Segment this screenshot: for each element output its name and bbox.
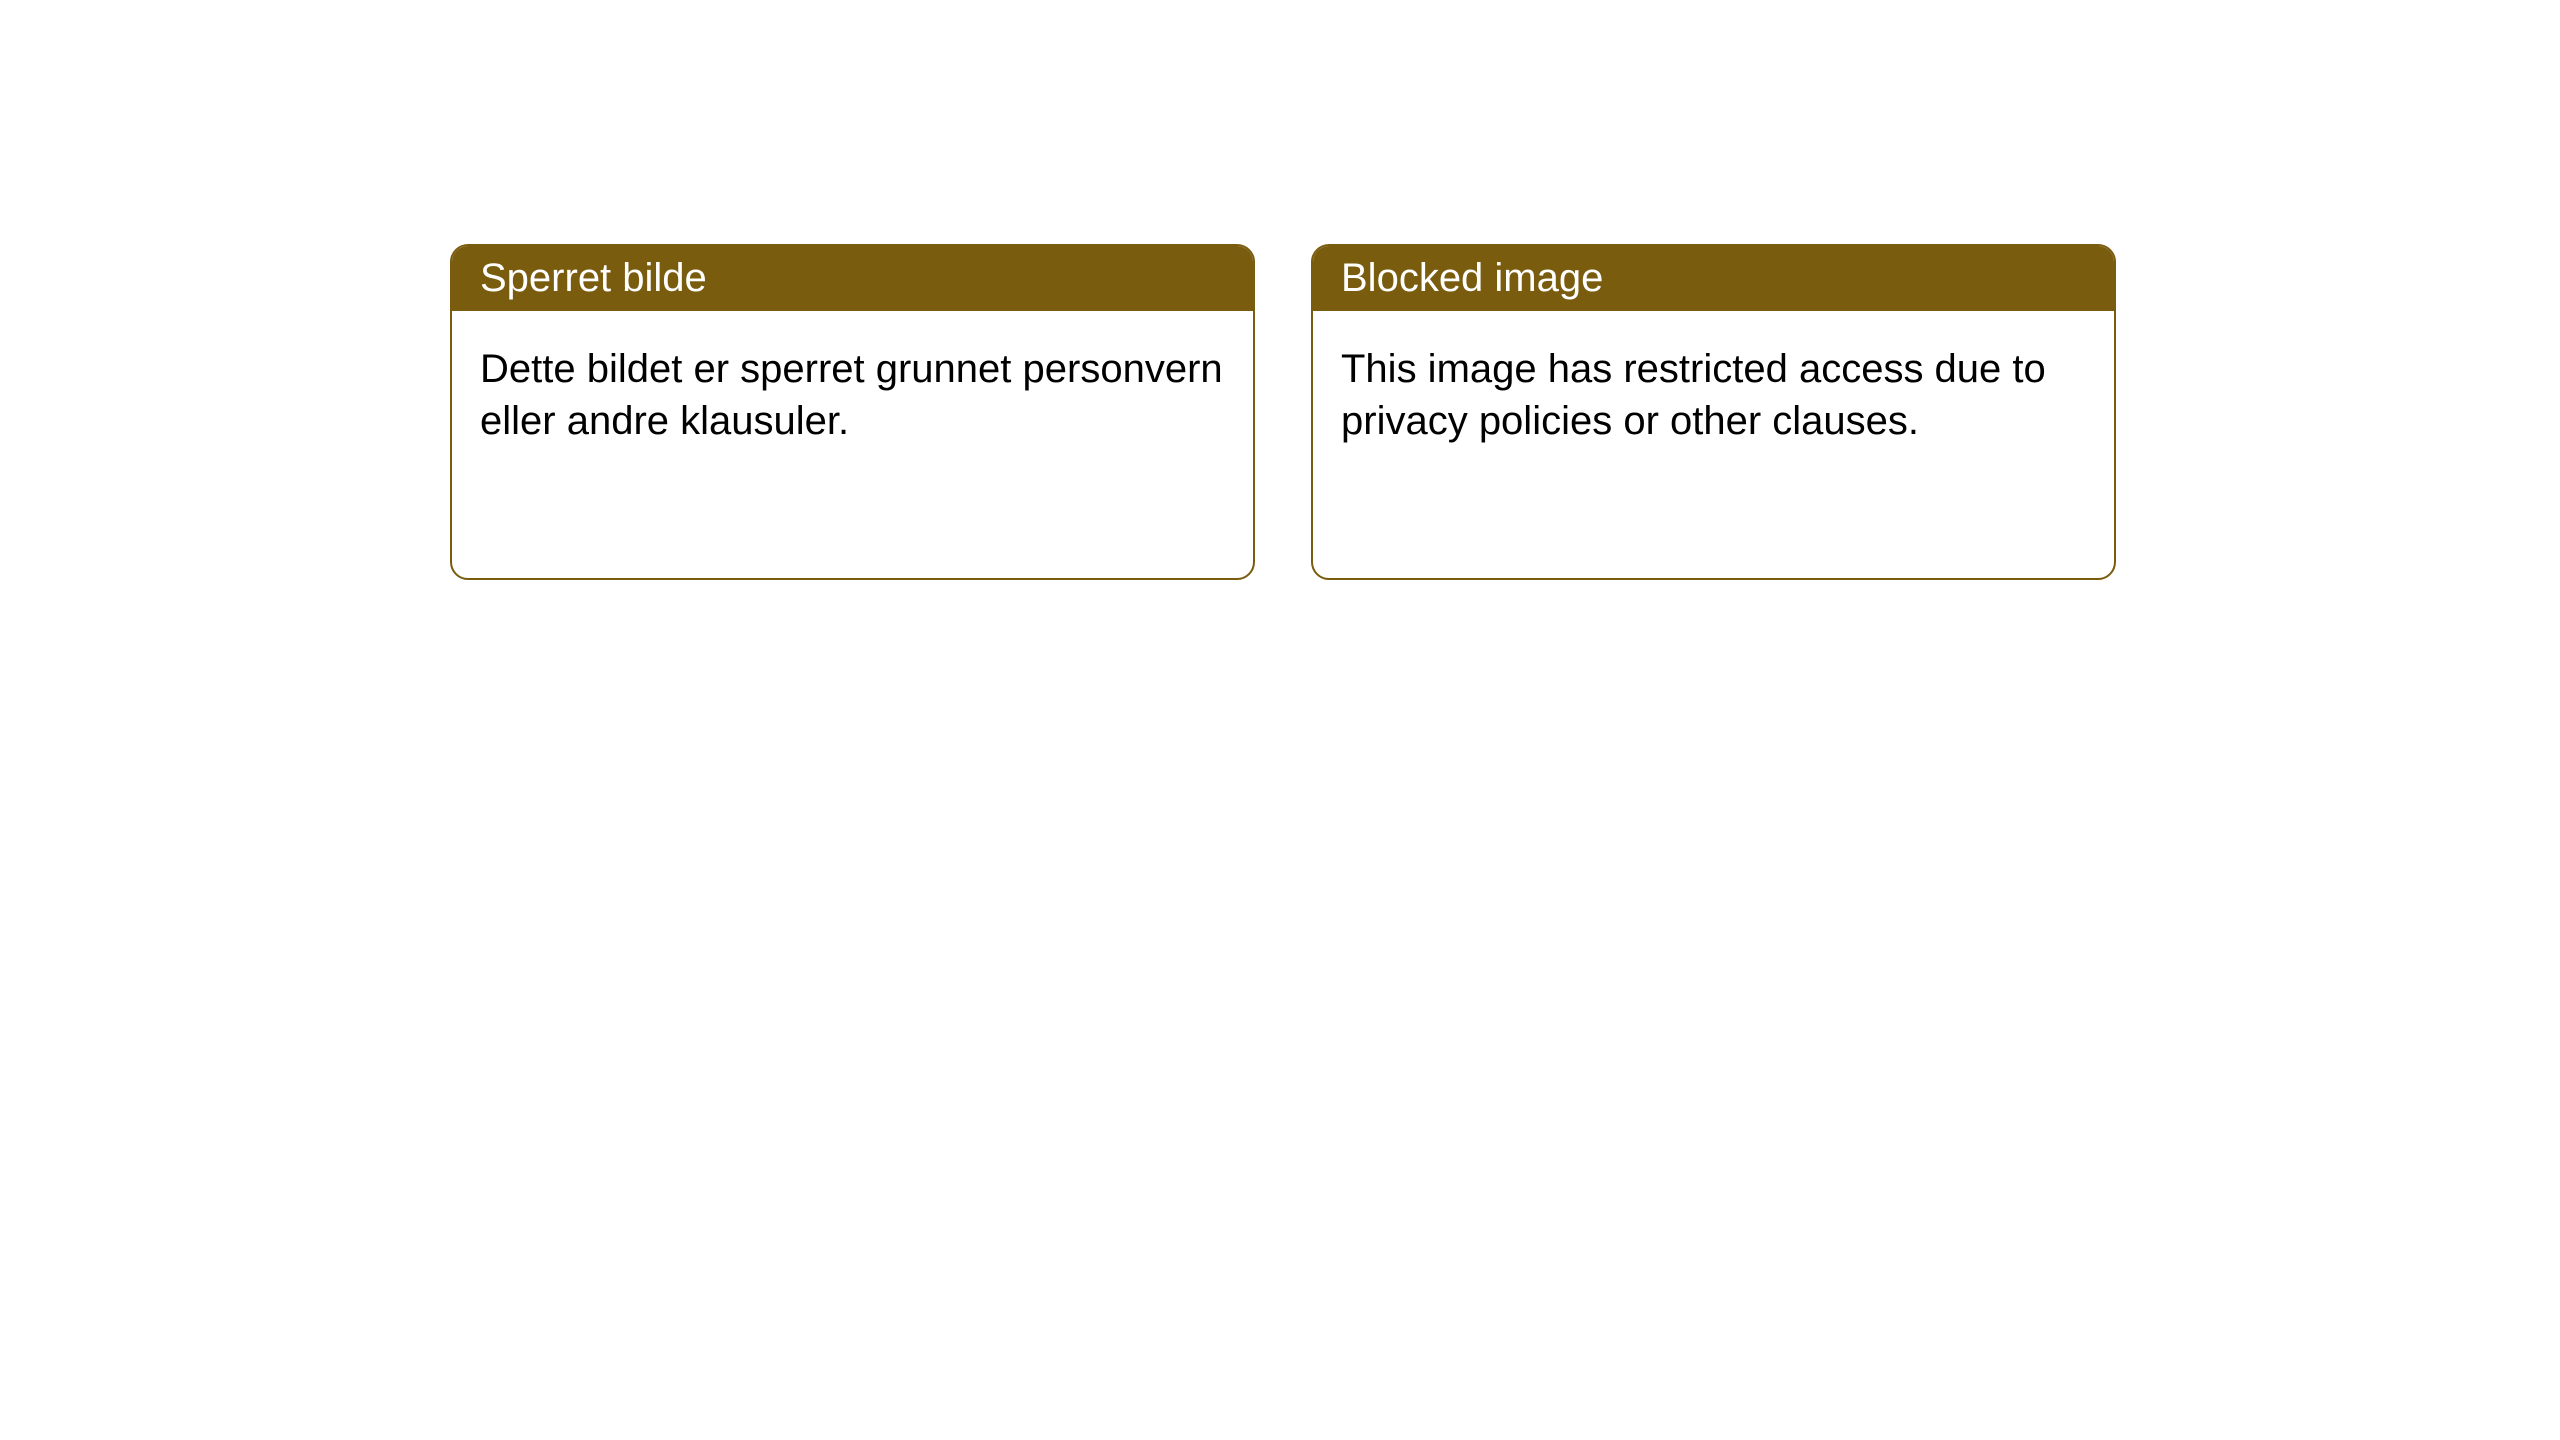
notice-card-english: Blocked image This image has restricted …: [1311, 244, 2116, 580]
notice-body: This image has restricted access due to …: [1313, 311, 2114, 479]
notice-header: Sperret bilde: [452, 246, 1253, 311]
notice-header: Blocked image: [1313, 246, 2114, 311]
notice-body: Dette bildet er sperret grunnet personve…: [452, 311, 1253, 479]
notice-card-norwegian: Sperret bilde Dette bildet er sperret gr…: [450, 244, 1255, 580]
notice-container: Sperret bilde Dette bildet er sperret gr…: [0, 0, 2560, 580]
